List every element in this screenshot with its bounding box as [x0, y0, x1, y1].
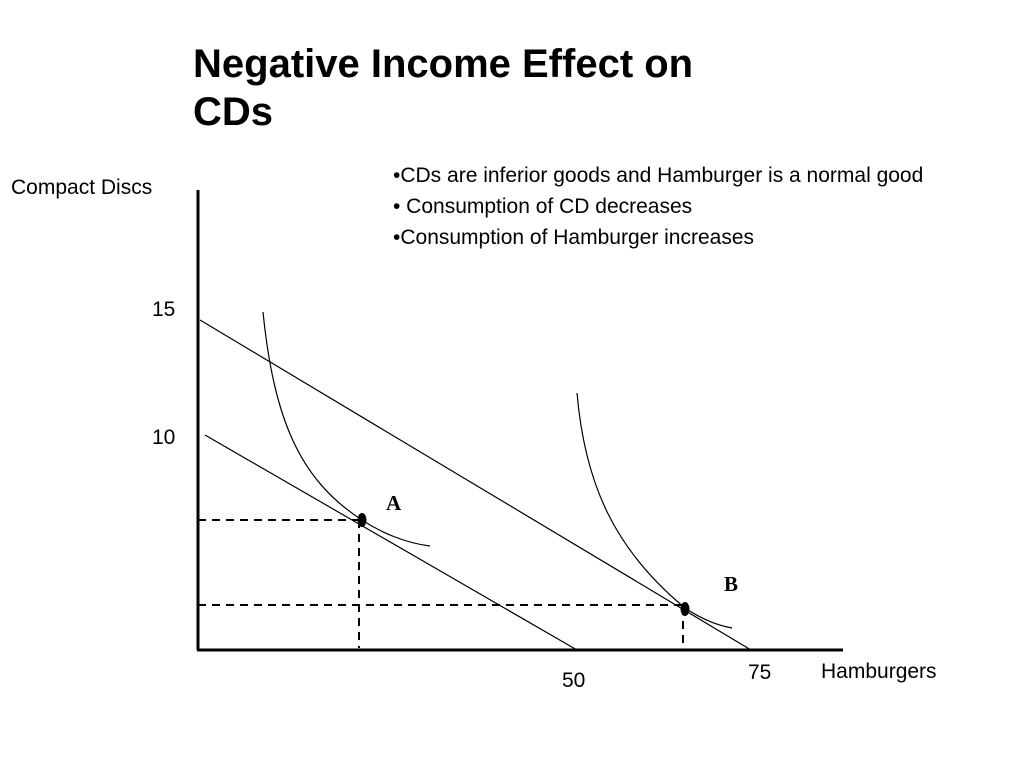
- y-tick-10: 10: [152, 426, 176, 449]
- y-axis-label: Compact Discs: [11, 176, 153, 199]
- point-b-label: B: [724, 572, 739, 596]
- point-a-label: A: [386, 491, 402, 515]
- bullet-cd-decreases: • Consumption of CD decreases: [393, 195, 693, 218]
- x-axis-label: Hamburgers: [821, 660, 937, 683]
- bullet-inferior-goods: •CDs are inferior goods and Hamburger is…: [393, 164, 924, 187]
- y-tick-15: 15: [152, 298, 176, 321]
- bullet-list: •CDs are inferior goods and Hamburger is…: [393, 160, 993, 253]
- slide-title-line-1: Negative Income Effect on: [193, 42, 694, 86]
- budget-line-high: [199, 319, 752, 651]
- slide-title-line-2: CDs: [193, 90, 274, 134]
- budget-line-low: [204, 434, 578, 651]
- x-tick-75: 75: [748, 661, 772, 684]
- indifference-curve-2: [576, 392, 733, 629]
- point-a-marker: [357, 513, 367, 527]
- bullet-hamburger-increases: •Consumption of Hamburger increases: [393, 226, 755, 249]
- x-tick-50: 50: [562, 669, 586, 692]
- slide-title: Negative Income Effect on CDs: [193, 40, 813, 136]
- indifference-curve-1: [262, 311, 431, 547]
- point-b-marker: [680, 602, 690, 616]
